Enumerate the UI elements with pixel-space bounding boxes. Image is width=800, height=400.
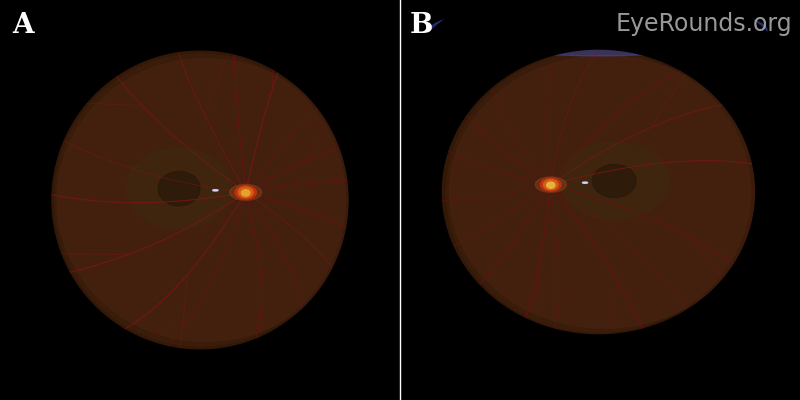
Ellipse shape — [417, 23, 780, 361]
Circle shape — [535, 177, 566, 192]
Ellipse shape — [408, 16, 789, 368]
Ellipse shape — [450, 56, 759, 328]
Ellipse shape — [238, 187, 253, 198]
Ellipse shape — [160, 160, 240, 240]
Ellipse shape — [213, 190, 218, 191]
Text: EyeRounds.org: EyeRounds.org — [615, 12, 792, 36]
Ellipse shape — [425, 31, 772, 353]
Ellipse shape — [137, 136, 263, 264]
Ellipse shape — [524, 123, 673, 261]
Ellipse shape — [549, 146, 648, 238]
Ellipse shape — [430, 4, 767, 56]
Ellipse shape — [400, 8, 797, 376]
Ellipse shape — [168, 168, 232, 232]
Text: A: A — [12, 12, 34, 39]
Ellipse shape — [42, 41, 358, 359]
Ellipse shape — [29, 32, 379, 368]
Ellipse shape — [546, 182, 555, 188]
Text: B: B — [410, 12, 433, 39]
Ellipse shape — [482, 85, 714, 299]
Ellipse shape — [507, 108, 690, 276]
Ellipse shape — [532, 131, 665, 253]
Ellipse shape — [541, 138, 656, 246]
Ellipse shape — [158, 171, 200, 206]
Ellipse shape — [474, 77, 722, 307]
Ellipse shape — [590, 184, 606, 200]
Ellipse shape — [400, 8, 797, 376]
Ellipse shape — [184, 184, 216, 216]
Ellipse shape — [126, 148, 231, 229]
Ellipse shape — [58, 58, 354, 342]
Ellipse shape — [145, 144, 255, 256]
Ellipse shape — [543, 180, 558, 190]
Ellipse shape — [574, 169, 623, 215]
Ellipse shape — [516, 115, 681, 269]
Ellipse shape — [242, 190, 250, 196]
Ellipse shape — [65, 64, 335, 336]
Ellipse shape — [97, 96, 303, 304]
Ellipse shape — [499, 100, 698, 284]
Ellipse shape — [50, 49, 350, 351]
Ellipse shape — [18, 17, 382, 383]
Ellipse shape — [458, 62, 739, 322]
Ellipse shape — [420, 30, 785, 354]
Ellipse shape — [450, 54, 747, 330]
Ellipse shape — [105, 104, 295, 296]
Ellipse shape — [433, 39, 764, 345]
Ellipse shape — [121, 120, 279, 280]
Ellipse shape — [89, 88, 311, 312]
Ellipse shape — [26, 25, 374, 375]
Ellipse shape — [192, 192, 208, 208]
Ellipse shape — [560, 142, 669, 220]
Ellipse shape — [10, 9, 390, 391]
Ellipse shape — [466, 69, 730, 315]
Ellipse shape — [491, 92, 706, 292]
Ellipse shape — [566, 161, 631, 223]
Ellipse shape — [557, 154, 640, 230]
Ellipse shape — [582, 177, 615, 207]
Ellipse shape — [176, 176, 224, 224]
Ellipse shape — [582, 182, 588, 183]
Ellipse shape — [235, 186, 256, 199]
Circle shape — [230, 184, 262, 200]
Ellipse shape — [113, 112, 287, 288]
Ellipse shape — [73, 72, 327, 328]
Ellipse shape — [58, 56, 342, 343]
Ellipse shape — [442, 46, 755, 338]
Ellipse shape — [541, 178, 561, 191]
Ellipse shape — [152, 152, 248, 248]
Ellipse shape — [81, 80, 319, 320]
Ellipse shape — [10, 9, 390, 391]
Ellipse shape — [34, 33, 366, 367]
Ellipse shape — [129, 128, 271, 272]
Ellipse shape — [593, 164, 636, 198]
